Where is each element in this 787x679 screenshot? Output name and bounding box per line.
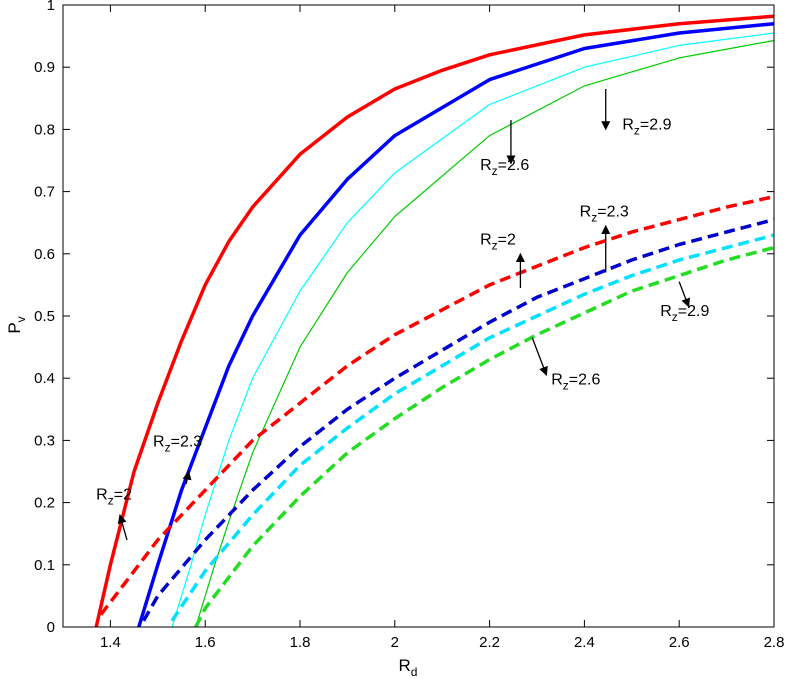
x-tick-label: 1.6 [195,634,216,651]
series-line-1 [94,14,775,628]
y-tick-label: 0.4 [34,370,55,387]
annotation-arrow-6 [531,337,548,376]
y-tick-label: 0.8 [34,121,55,138]
y-tick-label: 0 [47,619,55,636]
series-line-6 [142,217,775,622]
annotation-layer: Rz=2 Rz=2.3 Rz=2 Rz=2.3 Rz=2.9 Rz=2.6 Rz=2.6 Rz… [96,88,709,541]
annotation-label-3: Rz=2 [480,231,516,252]
y-tick-label: 0.9 [34,59,55,76]
x-tick-label: 2.6 [669,634,690,651]
annotation-arrow-2 [182,470,192,485]
y-tick-label: 0.1 [34,557,55,574]
y-axis-label: Pv [5,316,28,333]
annotation-label-8: Rz=2.9 [622,116,671,137]
plot-area [63,5,774,627]
x-tick-label: 2.2 [479,634,500,651]
y-tick-label: 0.6 [34,246,55,263]
annotation-label-2: Rz=2.3 [153,434,202,455]
annotation-arrow-5 [678,281,691,308]
y-tick-label: 0.7 [34,184,55,201]
x-tick-label: 2 [391,634,399,651]
annotation-arrow-1 [117,514,128,541]
x-tick-label: 1.4 [100,634,121,651]
annotation-label-5: Rz=2.9 [660,303,709,324]
annotation-label-7: Rz=2.6 [480,157,529,178]
y-tick-label: 0.5 [34,308,55,325]
annotation-label-6: Rz=2.6 [551,371,600,392]
annotation-label-1: Rz=2 [96,486,132,507]
x-axis-label: Rd [399,656,418,679]
x-tick-label: 2.4 [574,634,595,651]
series-line-4 [195,39,775,628]
series-line-8 [194,245,775,628]
x-tick-label: 1.8 [290,634,311,651]
series-layer [94,14,775,628]
series-line-7 [170,233,775,622]
annotation-label-4: Rz=2.3 [580,203,629,224]
axes-layer: 1.4 1.6 1.8 2 2.2 2.4 2.6 2.8 0 0.1 0.2 0.3 0.4 0.5 0.… [34,0,784,651]
y-tick-label: 1 [47,0,55,14]
series-line-2 [137,21,775,628]
series-line-5 [99,194,775,616]
y-tick-label: 0.2 [34,495,55,512]
y-tick-label: 0.3 [34,432,55,449]
series-line-3 [171,32,775,628]
x-axis-label-subscript: d [411,665,418,679]
x-tick-label: 2.8 [764,634,785,651]
y-axis-label-subscript: v [14,316,28,322]
